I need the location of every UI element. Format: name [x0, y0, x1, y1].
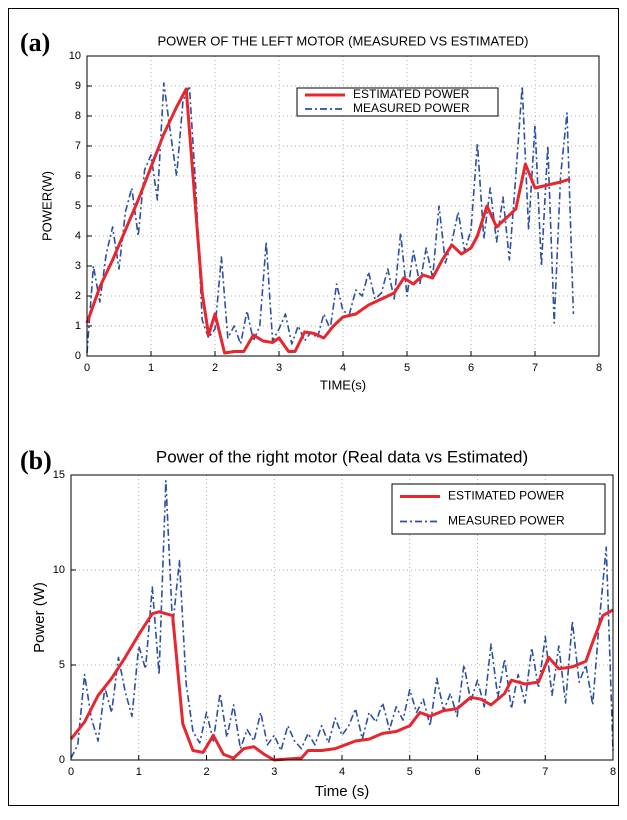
- x-tick-label: 3: [271, 766, 277, 778]
- x-tick-label: 0: [68, 766, 74, 778]
- x-tick-label: 7: [542, 766, 548, 778]
- legend-box: [391, 483, 606, 535]
- y-tick-label: 3: [75, 260, 81, 272]
- x-tick-label: 2: [203, 766, 209, 778]
- x-tick-label: 5: [404, 362, 410, 374]
- x-tick-label: 6: [468, 362, 474, 374]
- chart-title: POWER OF THE LEFT MOTOR (MEASURED VS EST…: [157, 33, 528, 48]
- y-tick-label: 4: [75, 230, 81, 242]
- y-tick-label: 7: [75, 140, 81, 152]
- y-axis-label: Power (W): [31, 582, 48, 653]
- y-tick-label: 9: [75, 80, 81, 92]
- x-axis-label: TIME(s): [320, 377, 366, 392]
- x-tick-label: 2: [212, 362, 218, 374]
- x-axis-label: Time (s): [315, 783, 369, 800]
- legend-label: MEASURED POWER: [448, 514, 565, 528]
- y-tick-label: 10: [69, 50, 81, 62]
- legend-label: MEASURED POWER: [353, 101, 470, 115]
- y-tick-label: 0: [59, 754, 65, 766]
- x-tick-label: 4: [339, 766, 345, 778]
- y-tick-label: 2: [75, 290, 81, 302]
- y-tick-label: 10: [53, 564, 65, 576]
- y-tick-label: 8: [75, 110, 81, 122]
- x-tick-label: 7: [532, 362, 538, 374]
- legend-label: ESTIMATED POWER: [353, 87, 470, 101]
- y-tick-label: 1: [75, 320, 81, 332]
- panel-label: (a): [20, 28, 50, 57]
- x-tick-label: 1: [148, 362, 154, 374]
- x-tick-label: 0: [84, 362, 90, 374]
- axes-box: [86, 55, 600, 357]
- x-tick-label: 8: [596, 362, 602, 374]
- panel-label: (b): [20, 446, 52, 475]
- x-tick-label: 6: [474, 766, 480, 778]
- axes-box: [70, 474, 614, 761]
- x-tick-label: 8: [610, 766, 616, 778]
- data-line: [85, 87, 571, 355]
- y-tick-label: 15: [53, 469, 65, 481]
- x-tick-label: 4: [340, 362, 346, 374]
- legend-label: ESTIMATED POWER: [448, 489, 565, 503]
- x-tick-label: 1: [136, 766, 142, 778]
- y-tick-label: 5: [59, 659, 65, 671]
- x-tick-label: 3: [276, 362, 282, 374]
- y-tick-label: 0: [75, 350, 81, 362]
- data-line: [69, 608, 614, 762]
- y-tick-label: 6: [75, 170, 81, 182]
- chart-title: Power of the right motor (Real data vs E…: [156, 447, 528, 466]
- legend-box: [296, 87, 499, 117]
- y-axis-label: POWER(W): [39, 171, 54, 241]
- y-tick-label: 5: [75, 200, 81, 212]
- frame: [8, 8, 619, 806]
- data-line: [70, 479, 614, 759]
- x-tick-label: 5: [407, 766, 413, 778]
